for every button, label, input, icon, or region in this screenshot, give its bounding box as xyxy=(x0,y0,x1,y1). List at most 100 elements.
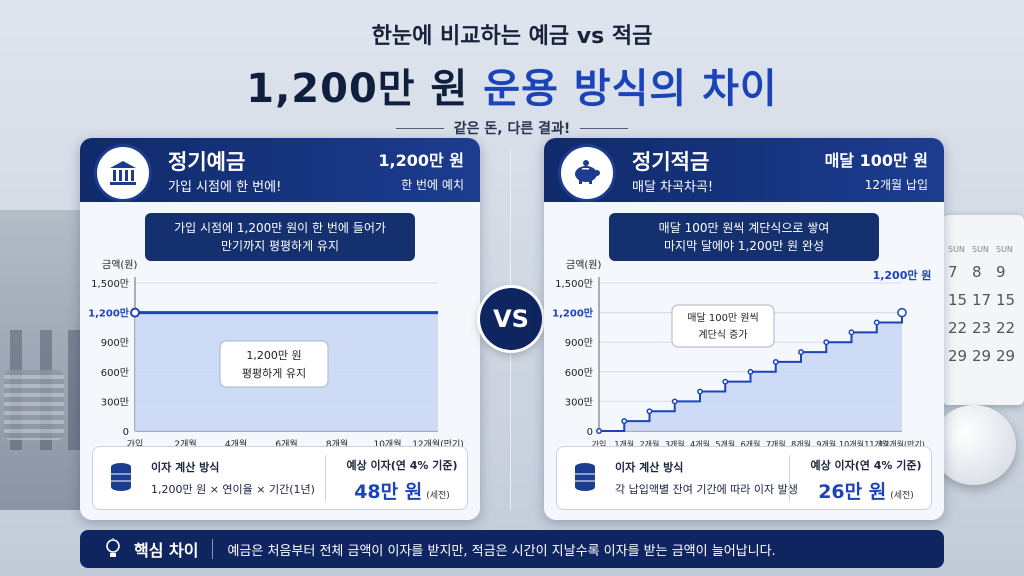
interest-formula: 각 납입액별 잔여 기간에 따라 이자 발생 xyxy=(615,483,798,496)
deposit-amount-sub: 한 번에 예치 xyxy=(401,178,464,192)
x-tick-label: 6개월 xyxy=(741,439,761,449)
calendar-date: 29 xyxy=(948,347,968,365)
interest-method-label: 이자 계산 방식 xyxy=(151,461,220,474)
data-point xyxy=(671,398,678,405)
data-point xyxy=(772,358,779,365)
y-tick-label: 900만 xyxy=(565,337,593,349)
y-tick-label: 1,500만 xyxy=(555,278,593,290)
x-tick-label: 가입 xyxy=(592,440,607,449)
x-tick-label: 9개월 xyxy=(816,439,836,449)
deposit-panel-header: 정기예금 가입 시점에 한 번에! 1,200만 원 한 번에 예치 xyxy=(80,138,480,202)
y-tick-label: 600만 xyxy=(101,367,129,379)
tagline-rule xyxy=(395,127,444,129)
data-point xyxy=(798,349,804,356)
data-point xyxy=(722,378,729,385)
chart-note-line: 계단식 증가 xyxy=(698,329,747,341)
savings-panel: 정기적금 매달 차곡차곡! 매달 100만 원 12개월 납입 매달 100만 … xyxy=(544,138,944,520)
callout-line: 마지막 달에야 1,200만 원 완성 xyxy=(663,239,824,253)
calendar-date: 22 xyxy=(948,319,968,337)
key-separator xyxy=(212,539,214,559)
data-point xyxy=(130,307,140,318)
calendar-background: SUN SUN SUN 7 8 9 15 17 15 22 23 22 29 2… xyxy=(942,215,1024,405)
x-tick-label: 1개월 xyxy=(614,439,634,449)
data-point xyxy=(697,388,703,395)
y-tick-label: 1,500만 xyxy=(91,278,129,290)
savings-callout: 매달 100만 원씩 계단식으로 쌓여 마지막 달에야 1,200만 원 완성 xyxy=(609,213,879,261)
calendar-date: 17 xyxy=(972,291,992,309)
data-point xyxy=(621,418,628,425)
estimate-amount: 48만 원 xyxy=(354,481,423,503)
chart-note-line: 매달 100만 원씩 xyxy=(687,312,758,324)
estimate-amount: 26만 원 xyxy=(818,481,887,503)
lightbulb-icon xyxy=(106,538,120,557)
calendar-dates: 7 8 9 15 17 15 22 23 22 29 29 29 xyxy=(948,263,1020,365)
title-highlight: 운용 방식의 차이 xyxy=(483,66,778,112)
calendar-date: 15 xyxy=(948,291,968,309)
savings-amount-sub: 12개월 납입 xyxy=(864,178,928,192)
x-tick-label: 3개월 xyxy=(665,439,685,449)
interest-method-label: 이자 계산 방식 xyxy=(615,461,684,474)
x-tick-label: 4개월 xyxy=(690,439,710,449)
y-tick-label: 1,200만 xyxy=(88,307,130,320)
deposit-title: 정기예금 xyxy=(168,150,246,174)
calendar-date: 15 xyxy=(996,291,1016,309)
savings-title: 정기적금 xyxy=(632,150,710,174)
key-difference-title: 핵심 차이 xyxy=(134,541,199,560)
key-difference-bar: 핵심 차이 예금은 처음부터 전체 금액이 이자를 받지만, 적금은 시간이 지… xyxy=(80,530,944,568)
data-point xyxy=(646,408,653,415)
chart-note-box xyxy=(219,340,329,388)
chart-note-line: 평평하게 유지 xyxy=(242,366,306,380)
key-difference-text: 예금은 처음부터 전체 금액이 이자를 받지만, 적금은 시간이 지날수록 이자… xyxy=(227,543,776,559)
x-tick-label: 2개월 xyxy=(640,439,660,449)
savings-interest-box: 이자 계산 방식 각 납입액별 잔여 기간에 따라 이자 발생 예상 이자(연 … xyxy=(556,446,932,510)
estimate-note: (세전) xyxy=(426,491,450,501)
estimate-note: (세전) xyxy=(890,491,914,501)
y-tick-label: 0 xyxy=(587,427,593,438)
estimate-value: 26만 원 (세전) xyxy=(797,477,935,504)
data-point xyxy=(823,339,830,346)
chart-note-line: 1,200만 원 xyxy=(246,349,301,362)
x-tick-label: 11개월 xyxy=(864,439,889,449)
y-tick-label: 900만 xyxy=(101,337,129,349)
tagline: 같은 돈, 다른 결과! xyxy=(0,118,1024,138)
calendar-date: 8 xyxy=(972,263,982,281)
savings-desc: 매달 차곡차곡! xyxy=(632,180,714,195)
bank-icon xyxy=(94,144,152,202)
calendar-day: SUN xyxy=(996,245,1013,254)
tagline-text: 같은 돈, 다른 결과! xyxy=(453,121,571,137)
coin-stack-icon xyxy=(575,463,595,491)
bank-building-background xyxy=(0,210,90,510)
x-tick-label: 10개월 xyxy=(839,439,864,449)
coin-stack-decoration xyxy=(4,370,64,440)
chart-note-box xyxy=(671,304,775,348)
y-axis-label: 금액(원) xyxy=(566,259,602,271)
data-point xyxy=(848,329,855,336)
calendar-day: SUN xyxy=(948,245,965,254)
coin-stack-icon xyxy=(111,463,131,491)
page-title: 1,200만 원 운용 방식의 차이 xyxy=(0,56,1024,114)
deposit-desc: 가입 시점에 한 번에! xyxy=(168,180,282,195)
data-point xyxy=(747,368,754,375)
calendar-date: 29 xyxy=(996,347,1016,365)
savings-panel-header: 정기적금 매달 차곡차곡! 매달 100만 원 12개월 납입 xyxy=(544,138,944,202)
callout-line: 가입 시점에 1,200만 원이 한 번에 들어가 xyxy=(174,221,386,235)
calendar-date: 22 xyxy=(996,319,1016,337)
data-point xyxy=(596,428,602,434)
box-divider xyxy=(789,455,790,501)
vs-badge: VS xyxy=(480,288,542,350)
interest-formula: 1,200만 원 × 연이율 × 기간(1년) xyxy=(151,483,315,496)
calendar-header: SUN SUN SUN xyxy=(948,245,1020,254)
deposit-amount: 1,200만 원 xyxy=(378,151,464,170)
x-tick-label: 8개월 xyxy=(791,439,811,449)
x-tick-label: 7개월 xyxy=(766,439,786,449)
piggy-bank-icon xyxy=(558,144,616,202)
calendar-date: 29 xyxy=(972,347,992,365)
y-tick-label: 1,200만 xyxy=(552,307,594,320)
page-subtitle: 한눈에 비교하는 예금 vs 적금 xyxy=(371,24,653,49)
x-tick-label: 12개월(만기) xyxy=(879,439,925,449)
data-point xyxy=(873,319,880,326)
deposit-callout: 가입 시점에 1,200만 원이 한 번에 들어가 만기까지 평평하게 유지 xyxy=(145,213,415,261)
end-value-label: 1,200만 원 xyxy=(873,268,932,282)
